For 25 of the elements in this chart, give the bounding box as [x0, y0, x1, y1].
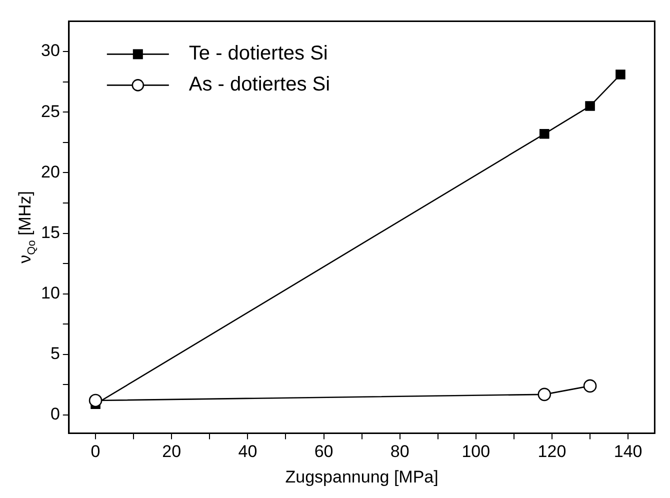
y-tick-label: 5	[50, 344, 60, 364]
x-tick-label: 60	[314, 442, 334, 462]
point	[585, 101, 595, 111]
legend-label: As - dotiertes Si	[188, 74, 330, 96]
y-tick-label: 20	[40, 162, 60, 182]
y-tick-label: 30	[40, 41, 60, 60]
x-axis-title: Zugspannung [MPa]	[285, 467, 438, 486]
y-tick-label: 25	[40, 102, 60, 121]
legend-label: Te - dotiertes Si	[188, 42, 328, 65]
x-tick-label: 120	[538, 442, 566, 462]
point	[616, 70, 626, 80]
x-tick-label: 0	[90, 442, 100, 462]
y-tick-label: 10	[40, 284, 60, 303]
point	[538, 388, 552, 402]
x-tick-label: 40	[238, 442, 258, 462]
x-tick-label: 20	[162, 442, 182, 462]
point	[88, 394, 102, 408]
y-axis-title: νQo [MHz]	[16, 191, 38, 264]
x-tick-label: 80	[390, 442, 410, 462]
point	[539, 129, 550, 139]
point	[583, 379, 597, 393]
x-tick-label: 140	[614, 442, 642, 462]
x-tick-label: 100	[462, 442, 490, 462]
y-tick-label: 15	[40, 222, 60, 242]
y-tick-label: 0	[50, 404, 60, 424]
